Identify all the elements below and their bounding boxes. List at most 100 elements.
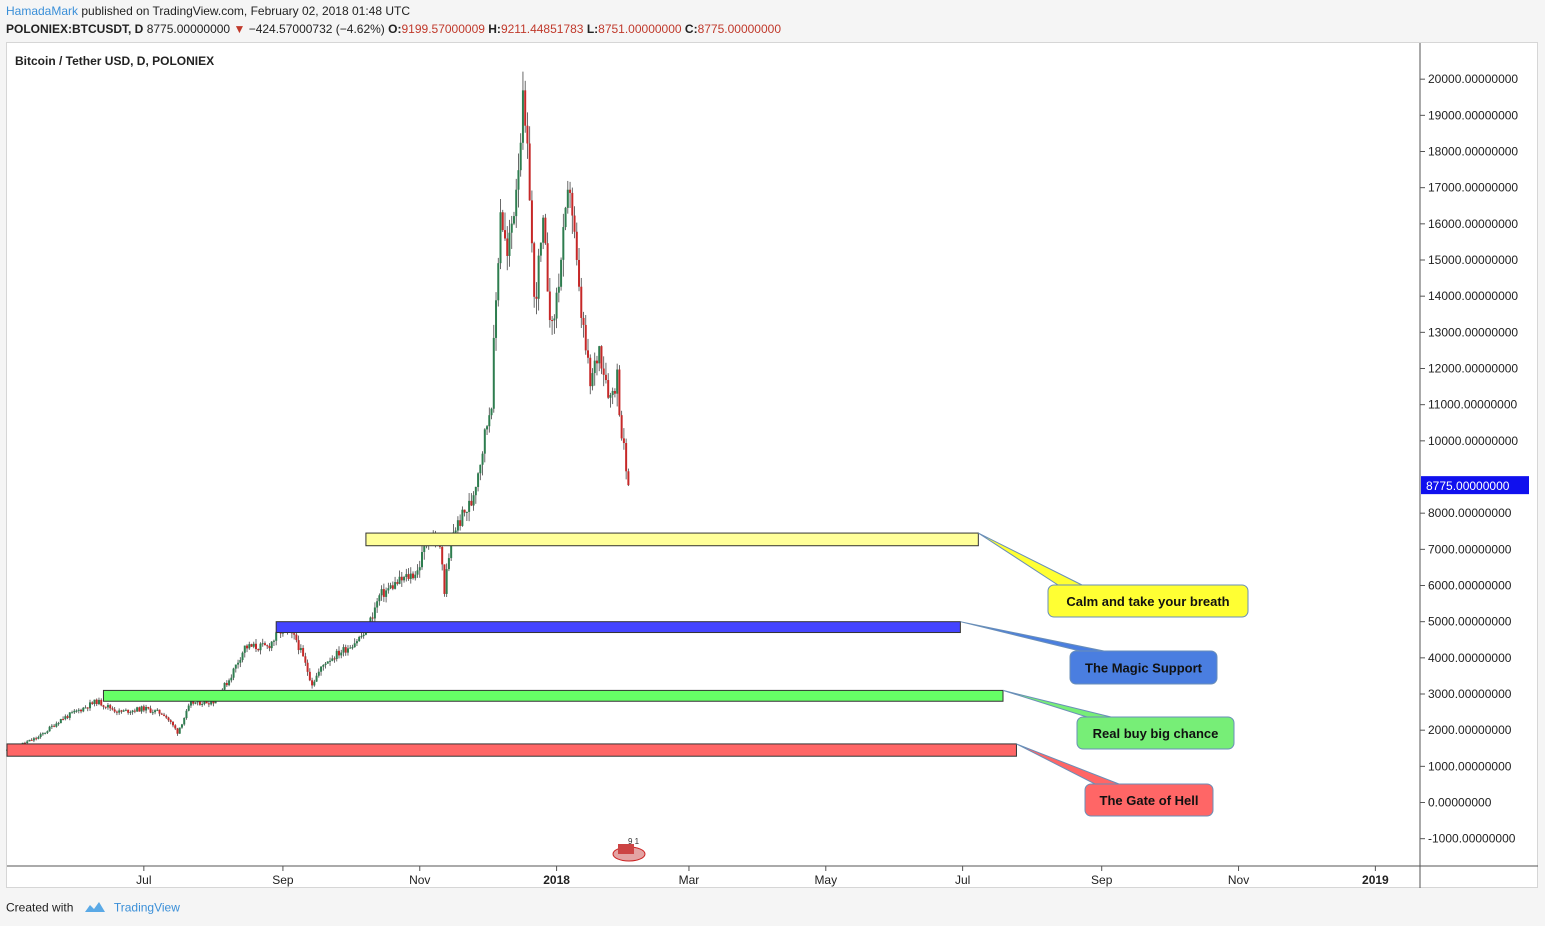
candle-body — [400, 576, 403, 581]
time-tick-label: Nov — [1228, 873, 1249, 887]
candle-body — [602, 368, 605, 375]
candle-body — [80, 709, 83, 712]
candle-body — [335, 650, 338, 659]
candle-body — [338, 650, 340, 656]
candle-body — [308, 671, 311, 681]
price-tick-label: 11000.00000000 — [1428, 398, 1518, 412]
publish-text: published on TradingView.com, February 0… — [81, 4, 411, 18]
candle-body — [187, 705, 190, 711]
zone-callout-label: Real buy big chance — [1093, 726, 1219, 741]
tradingview-link[interactable]: TradingView — [113, 900, 180, 915]
candle-body — [55, 723, 58, 727]
svg-text:9 1: 9 1 — [628, 837, 640, 846]
candle-body — [252, 643, 255, 647]
candle-body — [295, 634, 298, 641]
candle-body — [106, 705, 109, 708]
candle-body — [414, 574, 417, 579]
candle-body — [113, 709, 116, 712]
callout-pointer — [1016, 743, 1120, 785]
candle-body — [519, 142, 522, 171]
candle-body — [30, 739, 33, 741]
candle-body — [194, 702, 197, 704]
candle-body — [380, 589, 383, 596]
candle-body — [174, 725, 177, 729]
candle-body — [593, 360, 596, 374]
candle-body — [560, 259, 563, 287]
candle-body — [234, 664, 237, 669]
candle-body — [394, 582, 397, 589]
candle-body — [497, 263, 500, 301]
author-link[interactable]: HamadaMark — [6, 4, 79, 18]
candle-body — [201, 704, 204, 706]
candle-body — [566, 189, 569, 208]
candle-body — [203, 700, 206, 705]
candle-body — [443, 564, 446, 594]
candle-body — [163, 714, 166, 716]
candle-body — [178, 727, 181, 734]
candle-body — [331, 658, 334, 661]
candle-body — [176, 728, 179, 734]
candle-body — [326, 661, 329, 664]
candle-body — [551, 320, 554, 322]
price-change: −424.57000732 (−4.62%) — [248, 22, 385, 36]
candle-body — [405, 574, 408, 578]
candle-body — [447, 558, 450, 570]
candle-body — [477, 473, 480, 487]
candle-body — [501, 212, 504, 231]
candle-body — [450, 543, 453, 559]
candle-body — [250, 644, 253, 647]
candle-body — [299, 648, 302, 651]
candle-body — [382, 589, 385, 597]
candle-body — [122, 710, 125, 712]
candle-body — [228, 680, 231, 686]
candle-body — [349, 647, 352, 649]
candle-body — [535, 296, 538, 299]
candle-body — [492, 337, 495, 409]
candle-body — [378, 595, 381, 602]
candle-body — [205, 700, 208, 704]
candle-body — [37, 737, 40, 739]
candle-body — [423, 546, 426, 553]
zone-callout-label: Calm and take your breath — [1066, 594, 1229, 609]
candle-body — [515, 189, 518, 217]
candle-body — [371, 617, 374, 619]
price-tick-label: 5000.00000000 — [1428, 615, 1512, 629]
candle-body — [189, 700, 192, 706]
candle-body — [248, 644, 251, 649]
candle-body — [320, 666, 323, 672]
candle-body — [133, 710, 136, 712]
candle-body — [93, 699, 96, 704]
candle-body — [499, 212, 502, 264]
zone-callout-label: The Gate of Hell — [1100, 793, 1199, 808]
time-tick-label: Mar — [679, 873, 700, 887]
candle-body — [257, 649, 260, 651]
watermark-icon: 9 1 — [612, 837, 646, 862]
candle-body — [68, 712, 71, 718]
candle-body — [553, 318, 556, 321]
symbol-ohlc-line: POLONIEX:BTCUSDT, D 8775.00000000 ▼ −424… — [6, 22, 781, 36]
callout-pointer — [978, 532, 1083, 586]
candle-body — [210, 701, 213, 705]
candle-body — [510, 223, 513, 233]
candle-body — [589, 357, 592, 387]
candle-body — [59, 718, 62, 724]
candle-body — [259, 643, 262, 651]
candle-body — [618, 369, 621, 416]
candle-body — [611, 390, 614, 396]
price-tick-label: 1000.00000000 — [1428, 759, 1512, 773]
candle-body — [147, 706, 150, 709]
candle-body — [351, 647, 354, 649]
candle-body — [569, 189, 572, 193]
candle-body — [546, 243, 549, 292]
price-tick-label: 12000.00000000 — [1428, 362, 1518, 376]
price-tick-label: 10000.00000000 — [1428, 434, 1518, 448]
price-tick-label: 0.00000000 — [1428, 796, 1492, 810]
candle-body — [131, 710, 134, 713]
candle-body — [533, 243, 536, 297]
candle-body — [23, 742, 26, 744]
candle-body — [595, 360, 598, 364]
candle-body — [41, 733, 44, 735]
candle-body — [64, 716, 67, 720]
candle-body — [71, 712, 74, 714]
